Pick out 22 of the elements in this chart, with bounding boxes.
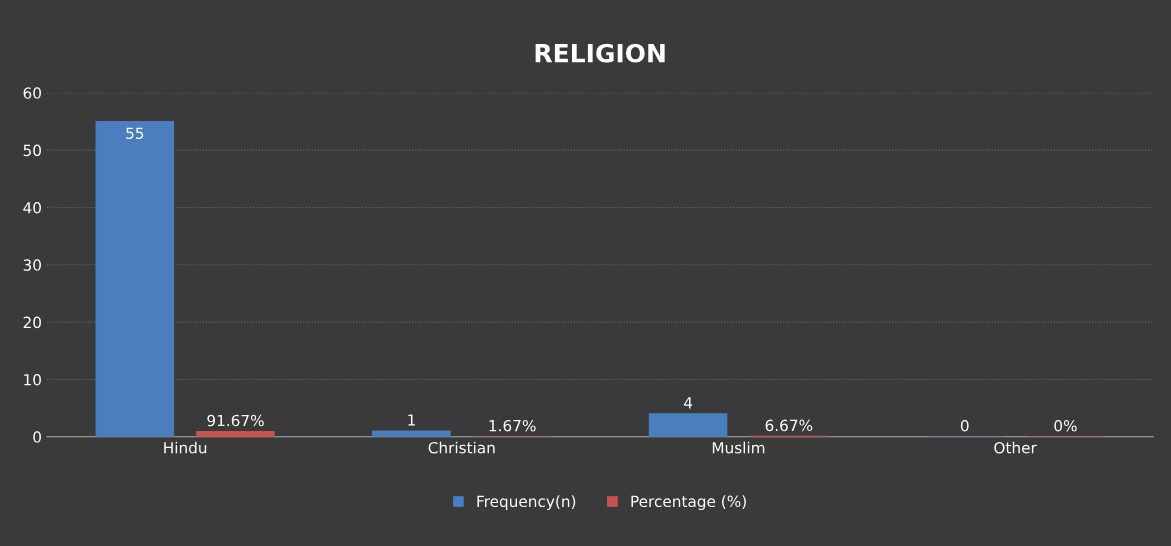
legend-label: Frequency(n) xyxy=(477,495,576,511)
legend-label: Percentage (%) xyxy=(631,495,746,511)
chart-title: RELIGION xyxy=(535,43,665,63)
y-tick-label: 50 xyxy=(23,144,41,157)
data-label: 1 xyxy=(408,414,415,426)
y-tick-label: 40 xyxy=(23,201,41,214)
y-tick-label: 0 xyxy=(33,431,41,443)
y-tick-label: 60 xyxy=(23,87,41,99)
data-label: 0% xyxy=(1054,419,1077,432)
x-tick-label: Other xyxy=(994,441,1037,454)
data-label: 6.67% xyxy=(765,419,813,432)
data-label: 91.67% xyxy=(207,414,264,427)
y-tick-label: 10 xyxy=(24,373,41,386)
x-tick-label: Hindu xyxy=(164,441,207,454)
x-tick-label: Christian xyxy=(428,441,495,454)
x-tick-label: Muslim xyxy=(712,441,765,454)
y-tick-label: 30 xyxy=(23,259,41,271)
data-label: 4 xyxy=(684,397,693,409)
data-label: 1.67% xyxy=(489,419,536,432)
data-label: 55 xyxy=(126,127,144,140)
y-tick-label: 20 xyxy=(23,316,41,329)
data-label: 0 xyxy=(960,419,969,432)
